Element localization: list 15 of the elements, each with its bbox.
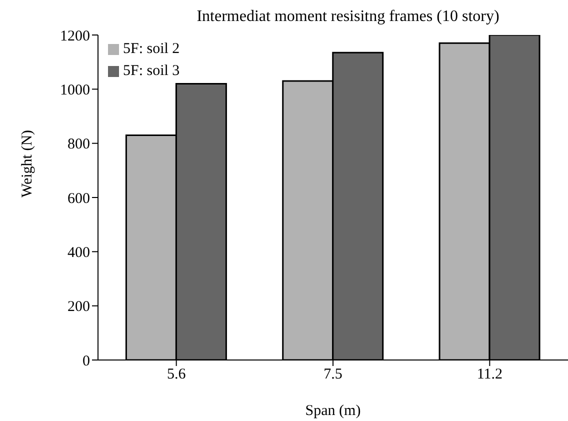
y-axis-title: Weight (N) — [19, 130, 36, 198]
y-tick-label: 800 — [68, 136, 90, 153]
chart-title: Intermediat moment resisitng frames (10 story) — [196, 8, 500, 26]
y-tick-label: 1200 — [60, 28, 90, 44]
legend-label: 5F: soil 2 — [123, 41, 180, 57]
x-tick-label: 7.5 — [324, 366, 342, 383]
x-tick-label: 11.2 — [476, 366, 503, 383]
y-tick-label: 200 — [68, 299, 90, 316]
y-tick-label: 600 — [68, 190, 90, 207]
x-tick-label: 5.6 — [166, 366, 186, 383]
y-tick-label: 400 — [68, 244, 90, 261]
legend-label: 5F: soil 3 — [123, 63, 180, 79]
x-axis-title: Span (m) — [305, 403, 361, 419]
y-tick-label: 0 — [82, 353, 90, 370]
y-tick-label: 1000 — [60, 82, 90, 98]
